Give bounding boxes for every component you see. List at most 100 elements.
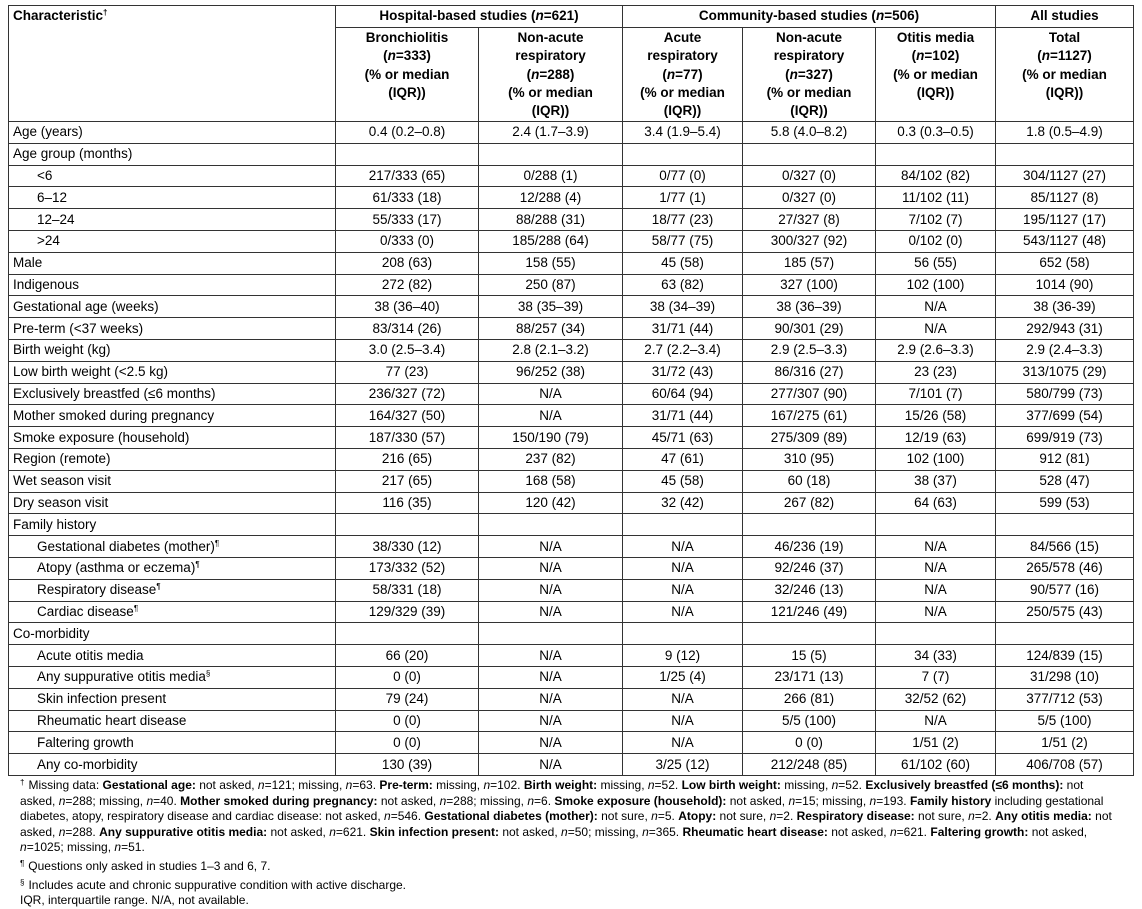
cell: 31/72 (43) <box>622 360 743 384</box>
cell: 7 (7) <box>874 665 997 689</box>
text-run: (IQR)) <box>1045 84 1084 100</box>
cell: 23/171 (13) <box>742 665 876 689</box>
cell: 1/51 (2) <box>874 731 997 755</box>
label-text: 6–12 <box>37 189 68 205</box>
empty-cell <box>478 622 623 646</box>
label-text: Indigenous <box>13 276 80 292</box>
label-text: Any suppurative otitis media <box>37 669 206 685</box>
text-run: not sure, <box>601 809 652 824</box>
label-text: Acute otitis media <box>37 647 144 663</box>
header-line: Acute <box>627 29 738 47</box>
cell: 102 (100) <box>874 447 997 471</box>
cell: 45/71 (63) <box>622 426 743 449</box>
sub-row: Acute otitis media 66 (20) N/A 9 (12) 15 (5)… <box>8 644 1135 667</box>
text-run: =546. <box>390 809 422 824</box>
footnote-mark: † <box>103 8 108 17</box>
empty-cell <box>742 622 876 646</box>
cell: 1014 (90) <box>995 273 1135 297</box>
row-label: Co-morbidity <box>8 622 336 646</box>
header-row: Characteristic† Hospital-based studies (… <box>8 5 1135 122</box>
empty-cell <box>742 142 876 166</box>
text-run: respiratory <box>647 48 718 64</box>
text-run: Non-acute <box>775 30 842 45</box>
column-header: Non-acute respiratory (n=288) (% or median(… <box>478 27 623 122</box>
label-text: Age group (months) <box>13 146 133 162</box>
characteristics-table: Characteristic† Hospital-based studies (… <box>8 5 1135 776</box>
cell: 185 (57) <box>742 251 876 275</box>
text-run: not asked, <box>729 793 789 808</box>
cell: 46/236 (19) <box>742 535 876 558</box>
cell: 275/309 (89) <box>742 426 876 449</box>
footnote-text: Includes acute and chronic suppurative c… <box>28 877 407 892</box>
cell: 310 (95) <box>742 447 876 471</box>
text-run: Total <box>1048 30 1081 45</box>
text-run: (IQR)) <box>388 84 426 100</box>
text-run: =1127) <box>1050 48 1092 64</box>
header-line: respiratory <box>627 47 738 65</box>
italic-text: n <box>384 809 391 824</box>
empty-cell <box>874 513 997 537</box>
italic-text: n <box>20 840 27 855</box>
header-line: (IQR)) <box>880 84 991 102</box>
cell: N/A <box>478 665 623 689</box>
cell: 47 (61) <box>622 447 743 471</box>
cell: N/A <box>622 600 743 624</box>
footnote: § Includes acute and chronic suppurative … <box>20 875 1120 894</box>
row-label: Smoke exposure (household) <box>8 426 336 449</box>
sub-row: Any co-morbidity 130 (39) N/A 3/25 (12) 212/… <box>8 753 1135 776</box>
cell: 60/64 (94) <box>622 382 743 406</box>
cell: N/A <box>478 382 623 406</box>
text-run: =50; missing, <box>567 824 643 839</box>
empty-cell <box>742 513 876 537</box>
empty-cell <box>622 142 743 166</box>
header-line: (IQR)) <box>627 102 738 120</box>
cell: 406/708 (57) <box>995 753 1135 776</box>
italic-text: n <box>58 793 66 808</box>
empty-cell <box>335 142 479 166</box>
text-run: =288) <box>539 66 575 82</box>
header-line: (n=288) <box>483 66 618 84</box>
cell: 0/327 (0) <box>742 186 876 210</box>
italic-text: n <box>889 824 897 839</box>
row: Indigenous 272 (82) 250 (87) 63 (82) 327 (10… <box>8 273 1135 297</box>
cell: 0 (0) <box>335 665 479 689</box>
cell: 2.4 (1.7–3.9) <box>478 121 623 144</box>
text-run: =52. <box>838 778 862 792</box>
text-run: Community-based studies ( <box>698 8 876 23</box>
footnote-mark: ¶ <box>214 538 220 548</box>
header-line: Bronchiolitis <box>340 29 474 47</box>
cell: 265/578 (46) <box>995 556 1135 580</box>
cell: 3/25 (12) <box>622 753 743 776</box>
label-text: 12–24 <box>37 211 75 227</box>
cell: 58/77 (75) <box>622 229 743 253</box>
cell: 38/330 (12) <box>335 535 479 558</box>
text-run: =506) <box>884 8 920 23</box>
text-run: =102. <box>490 778 521 792</box>
text-run: ( <box>785 66 790 82</box>
text-run: =621. <box>335 824 367 839</box>
italic-text: n <box>1041 48 1051 64</box>
cell: N/A <box>478 731 623 755</box>
cell: 9 (12) <box>622 644 743 667</box>
text-run: including gestational diabetes, atopy, r… <box>20 793 1104 824</box>
row: Region (remote) 216 (65) 237 (82) 47 (61) 31… <box>8 447 1135 471</box>
text-run: Acute <box>663 30 702 45</box>
cell: 272 (82) <box>335 273 479 297</box>
cell: N/A <box>478 753 623 776</box>
row-label: Region (remote) <box>8 447 336 471</box>
label-text: Birth weight (kg) <box>13 342 111 358</box>
italic-text: n <box>146 793 154 808</box>
text-run: not asked, <box>199 778 258 792</box>
label-text: Male <box>13 255 43 271</box>
cell: 15 (5) <box>742 644 876 667</box>
cell: 121/246 (49) <box>742 600 876 624</box>
row-label: Mother smoked during pregnancy <box>8 404 336 428</box>
footnote: IQR, interquartile range. N/A, not avail… <box>20 893 1120 909</box>
italic-text: n <box>666 66 676 82</box>
empty-cell <box>874 622 997 646</box>
cell: 23 (23) <box>874 360 997 384</box>
cell: N/A <box>478 709 623 733</box>
column-header: Bronchiolitis (n=333) (% or median (IQR)) <box>335 27 479 122</box>
missing-field: Pre-term: <box>379 778 433 792</box>
